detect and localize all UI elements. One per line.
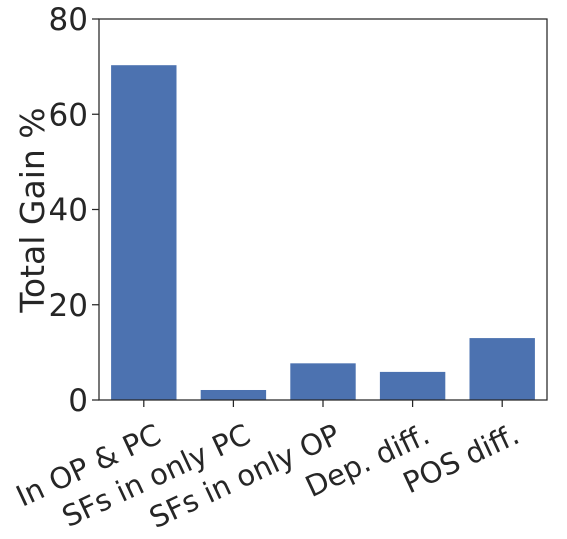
y-tick-label: 40 — [49, 193, 88, 229]
bar-pos-diff — [469, 338, 535, 400]
y-tick-label: 80 — [49, 2, 88, 38]
bar-sfs-in-only-op — [290, 363, 356, 400]
bar-dep-diff — [379, 371, 446, 400]
y-axis: 0 20 40 60 80 — [49, 2, 99, 419]
bar-sfs-in-only-pc — [200, 389, 267, 400]
bars-group — [111, 65, 535, 400]
y-axis-label: Total Gain % — [13, 107, 52, 313]
y-tick-label: 60 — [49, 97, 88, 133]
bar-in-op-pc — [111, 65, 177, 400]
y-tick-label: 20 — [49, 288, 88, 324]
y-tick-label: 0 — [68, 383, 88, 419]
